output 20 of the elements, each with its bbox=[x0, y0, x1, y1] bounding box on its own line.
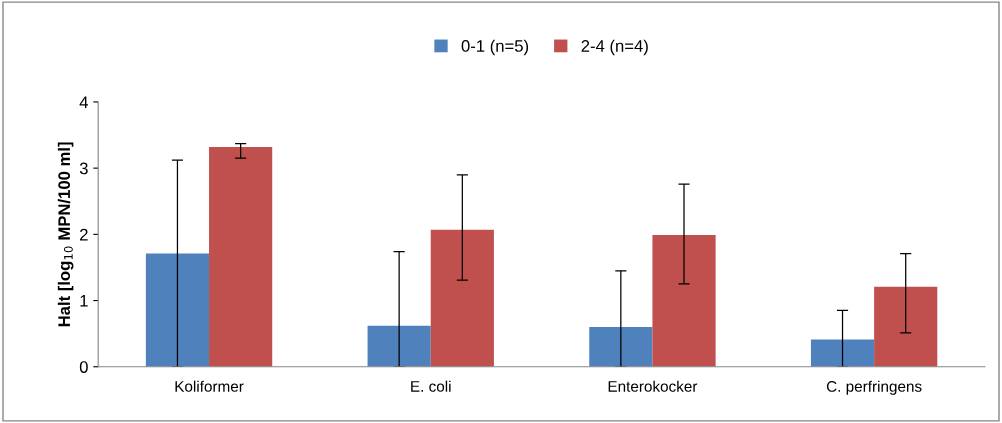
y-tick-label: 2 bbox=[80, 228, 88, 241]
bar bbox=[652, 235, 716, 367]
x-tick-label: C. perfringens bbox=[826, 380, 922, 395]
bar bbox=[145, 253, 210, 367]
bar bbox=[589, 327, 653, 367]
y-tick-label: 1 bbox=[80, 295, 88, 307]
bar bbox=[209, 146, 273, 367]
bar bbox=[810, 339, 875, 367]
bar bbox=[874, 286, 938, 367]
y-tick-label: 0 bbox=[79, 361, 88, 373]
x-tick-label: Koliformer bbox=[175, 380, 244, 392]
bar bbox=[367, 325, 431, 367]
y-axis-title: Halt [log$_{10}$ MPN/100 ml] bbox=[57, 142, 74, 327]
y-tick-label: 4 bbox=[79, 96, 88, 108]
x-tick-label: E. coli bbox=[411, 380, 451, 392]
legend-label: 0-1 (n=5) bbox=[461, 39, 529, 56]
legend-label: 2-4 (n=4) bbox=[581, 39, 648, 56]
y-tick-label: 3 bbox=[79, 162, 88, 175]
bar bbox=[430, 229, 494, 367]
x-tick-label: Enterokocker bbox=[608, 380, 698, 392]
